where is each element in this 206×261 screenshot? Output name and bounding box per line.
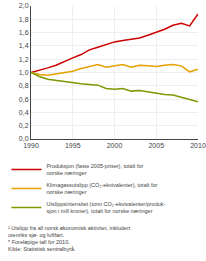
svg-text:Produksjon (faste 2005-priser): Produksjon (faste 2005-priser), totalt f… bbox=[46, 163, 143, 176]
svg-text:1,4: 1,4 bbox=[19, 42, 29, 49]
svg-text:2000: 2000 bbox=[107, 142, 123, 149]
svg-text:0,8: 0,8 bbox=[19, 82, 29, 89]
svg-text:0,0: 0,0 bbox=[19, 135, 29, 142]
svg-text:2010: 2010 bbox=[190, 142, 206, 149]
svg-text:0,4: 0,4 bbox=[19, 109, 29, 116]
svg-text:0,2: 0,2 bbox=[19, 122, 29, 129]
svg-text:1,2: 1,2 bbox=[19, 56, 29, 63]
svg-text:¹ Utslipp fra all norsk økonom: ¹ Utslipp fra all norsk økonomisk aktivi… bbox=[8, 225, 131, 252]
svg-text:2005: 2005 bbox=[148, 142, 164, 149]
svg-text:1990: 1990 bbox=[23, 142, 39, 149]
svg-text:Klimagassutslipp (CO₂-ekvivale: Klimagassutslipp (CO₂-ekvivalenter), tot… bbox=[46, 182, 157, 195]
svg-text:1995: 1995 bbox=[65, 142, 81, 149]
svg-text:1,8: 1,8 bbox=[19, 16, 29, 23]
svg-text:1,0: 1,0 bbox=[19, 69, 29, 76]
svg-text:1,6: 1,6 bbox=[19, 29, 29, 36]
svg-text:2,0: 2,0 bbox=[19, 2, 29, 9]
svg-text:0,6: 0,6 bbox=[19, 96, 29, 103]
svg-text:Utslippsintensitet (tonn CO₂-e: Utslippsintensitet (tonn CO₂-ekvivalente… bbox=[46, 201, 165, 214]
